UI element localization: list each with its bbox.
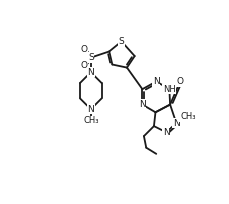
Text: CH₃: CH₃ — [180, 112, 196, 121]
Text: N: N — [87, 68, 94, 77]
Text: N: N — [163, 128, 170, 137]
Text: S: S — [88, 53, 94, 62]
Text: O: O — [80, 45, 87, 54]
Text: CH₃: CH₃ — [83, 116, 98, 125]
Text: N: N — [153, 77, 160, 86]
Text: N: N — [139, 100, 146, 109]
Text: N: N — [87, 105, 94, 114]
Text: O: O — [80, 61, 87, 70]
Text: NH: NH — [163, 85, 176, 94]
Text: O: O — [177, 77, 184, 86]
Text: S: S — [119, 37, 125, 46]
Text: N: N — [173, 119, 180, 128]
